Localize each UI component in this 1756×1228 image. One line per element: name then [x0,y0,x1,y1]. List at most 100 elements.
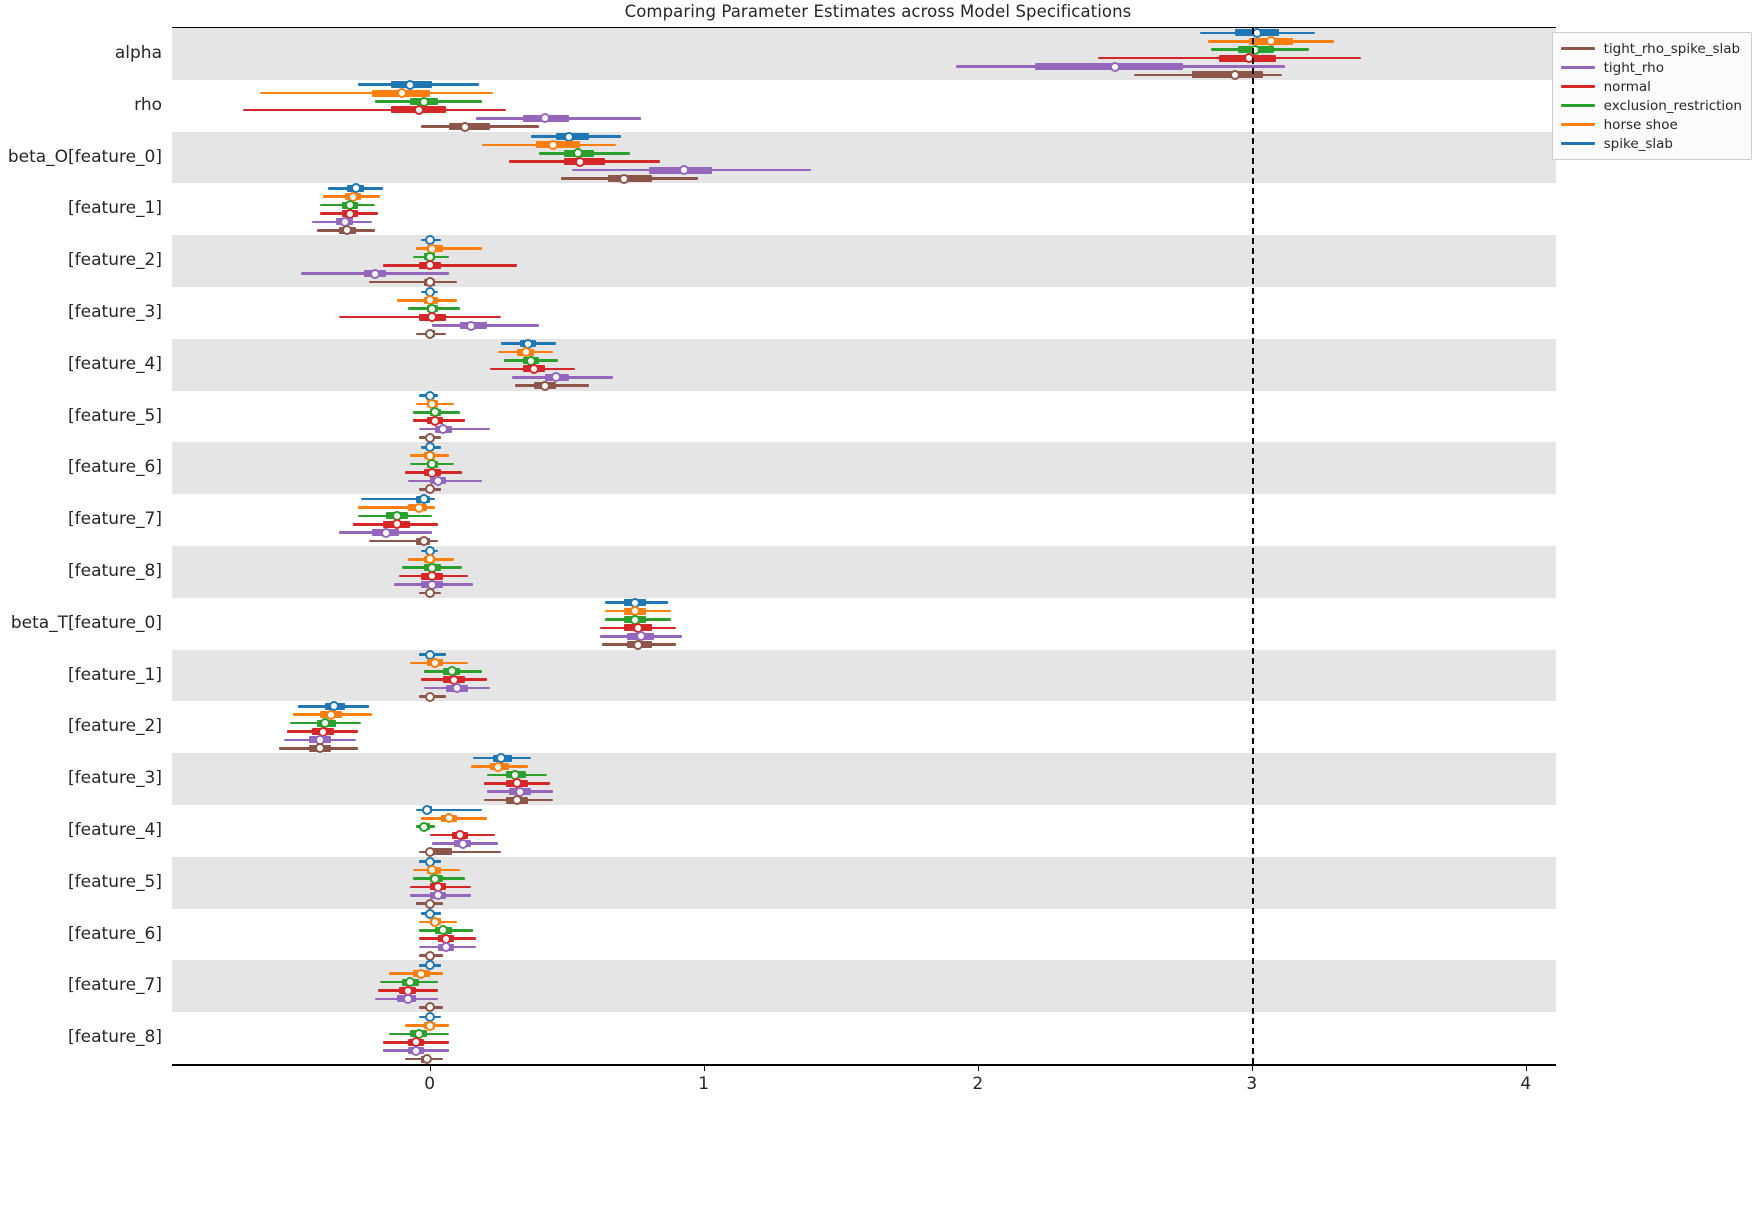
y-tick-label: rho [134,94,162,115]
row-band [172,753,1556,805]
hdi94-line [358,506,436,509]
row-band [172,131,1556,184]
point-estimate-marker [424,277,435,288]
x-tick [703,1064,706,1071]
chart-title: Comparing Parameter Estimates across Mod… [624,2,1132,21]
point-estimate-marker [424,1020,435,1031]
point-estimate-marker [564,131,575,142]
point-estimate-marker [432,475,443,486]
point-estimate-marker [419,494,430,505]
x-tick-label: 3 [1246,1074,1258,1094]
point-estimate-marker [424,432,435,443]
y-tick-label: [feature_2] [68,716,162,737]
hdi94-line [418,850,501,854]
legend-color-swatch [1560,47,1595,50]
x-tick [1251,1064,1254,1071]
legend-item-label: horse shoe [1603,116,1678,133]
y-tick-label: [feature_7] [68,509,162,530]
point-estimate-marker [424,908,435,919]
point-estimate-marker [520,347,531,358]
point-estimate-marker [424,260,435,271]
hdi94-line [415,247,482,250]
y-tick-label: [feature_1] [68,664,162,685]
y-tick-label: [feature_1] [68,198,162,219]
legend-item-tight-rho-spike-slab[interactable]: tight_rho_spike_slab [1560,39,1742,58]
row-band [172,546,1556,598]
point-estimate-marker [1249,44,1260,55]
point-estimate-marker [397,88,408,99]
point-estimate-marker [416,968,427,979]
x-tick-label: 1 [698,1074,710,1094]
point-estimate-marker [410,1045,421,1056]
y-tick-label: [feature_3] [68,768,162,789]
y-tick-label: [feature_5] [68,405,162,426]
y-tick-label: [feature_6] [68,457,162,478]
legend-item-horse-shoe[interactable]: horse shoe [1560,115,1742,134]
point-estimate-marker [430,657,441,668]
legend-color-swatch [1560,85,1595,88]
point-estimate-marker [391,519,402,530]
point-estimate-marker [424,691,435,702]
point-estimate-marker [345,208,356,219]
point-estimate-marker [424,846,435,857]
x-tick-label: 4 [1520,1074,1532,1094]
point-estimate-marker [369,268,380,279]
row-band [172,960,1556,1013]
axis-spine-bottom [172,1064,1556,1066]
point-estimate-marker [342,225,353,236]
y-tick-label: [feature_8] [68,560,162,581]
point-estimate-marker [413,502,424,513]
point-estimate-marker [419,96,430,107]
legend-item-exclusion-restriction[interactable]: exclusion_restriction [1560,96,1742,115]
row-band [172,28,1556,80]
point-estimate-marker [438,424,449,435]
point-estimate-marker [1265,36,1276,47]
x-tick [429,1064,432,1071]
point-estimate-marker [460,121,471,132]
point-estimate-marker [452,683,463,694]
point-estimate-marker [457,838,468,849]
point-estimate-marker [1109,61,1120,72]
hdi94-line [361,497,436,501]
legend-item-label: tight_rho [1603,59,1664,76]
point-estimate-marker [424,950,435,961]
point-estimate-marker [430,415,441,426]
point-estimate-marker [424,587,435,598]
point-estimate-marker [575,156,586,167]
point-estimate-marker [424,328,435,339]
point-estimate-marker [632,639,643,650]
x-tick-label: 2 [972,1074,984,1094]
point-estimate-marker [1230,69,1241,80]
point-estimate-marker [380,527,391,538]
hdi50-line [426,848,452,856]
point-estimate-marker [547,139,558,150]
hdi94-line [415,808,482,812]
point-estimate-marker [441,942,452,953]
point-estimate-marker [679,165,690,176]
point-estimate-marker [419,536,430,547]
row-band [172,442,1556,495]
point-estimate-marker [493,761,504,772]
point-estimate-marker [421,804,432,815]
legend-item-normal[interactable]: normal [1560,77,1742,96]
y-tick-label: beta_T[feature_0] [10,612,162,633]
point-estimate-marker [539,113,550,124]
point-estimate-marker [314,743,325,754]
plot-area [172,27,1556,1066]
legend-item-label: tight_rho_spike_slab [1603,40,1741,57]
point-estimate-marker [550,372,561,383]
legend-item-spike-slab[interactable]: spike_slab [1560,134,1742,153]
y-tick-label: beta_O[feature_0] [7,146,162,167]
hdi94-line [383,264,518,267]
legend-color-swatch [1560,123,1595,126]
legend-item-label: normal [1603,78,1651,95]
legend-item-label: exclusion_restriction [1603,97,1742,114]
y-tick-label: [feature_4] [68,819,162,840]
point-estimate-marker [424,898,435,909]
point-estimate-marker [424,649,435,660]
hdi50-line [1035,62,1184,71]
point-estimate-marker [432,890,443,901]
legend-item-tight-rho[interactable]: tight_rho [1560,58,1742,77]
